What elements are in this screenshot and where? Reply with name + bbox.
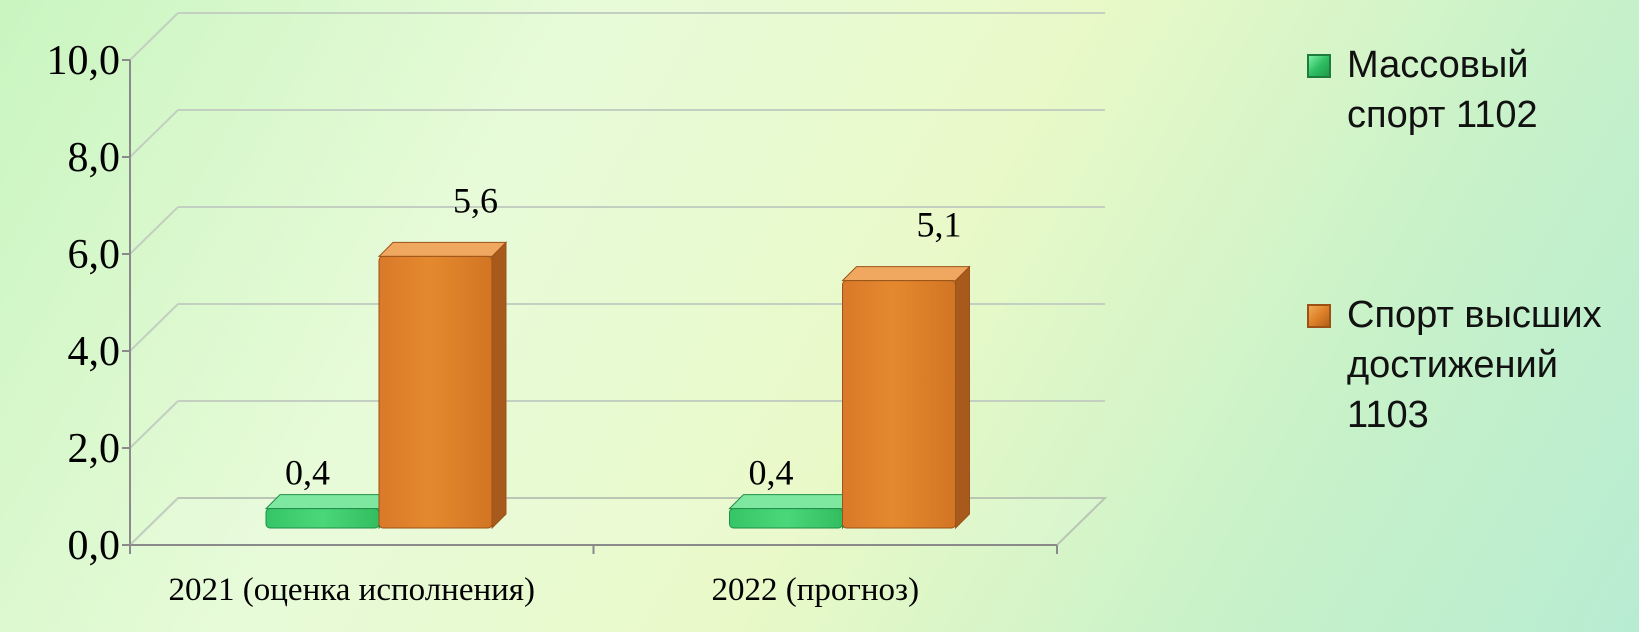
legend-label-line: 1103 (1347, 394, 1429, 436)
legend-item-mass-sport: Массовый спорт 1102 (1305, 40, 1635, 140)
gridline-side (129, 109, 179, 158)
data-label: 5,6 (453, 180, 498, 220)
data-label: 5,1 (917, 205, 962, 245)
data-label: 0,4 (285, 453, 330, 493)
bar-top (264, 494, 395, 510)
bar-top (377, 241, 508, 257)
gridline-side (129, 303, 179, 352)
bar-top (728, 494, 858, 510)
legend-label-line: Спорт высших (1347, 294, 1602, 336)
legend-swatch-orange (1307, 304, 1331, 328)
legend-label-line: спорт 1102 (1347, 94, 1538, 136)
bars (264, 241, 971, 530)
y-tick-label: 0,0 (68, 523, 121, 569)
y-tick-label: 10,0 (47, 38, 121, 84)
gridline-side (129, 12, 179, 61)
y-tick-label: 6,0 (68, 232, 121, 278)
x-tick-label: 2022 (прогноз) (711, 572, 919, 608)
gridline-side (129, 400, 179, 449)
bar (842, 280, 956, 529)
bar-top (841, 266, 971, 282)
bar (265, 508, 380, 529)
legend-item-high-performance-sport: Спорт высших достижений 1103 (1305, 290, 1635, 440)
legend-swatch-green (1307, 54, 1331, 78)
legend-label-line: Массовый (1347, 44, 1529, 86)
axes (122, 59, 1058, 554)
bar (378, 255, 493, 529)
x-tick-label: 2021 (оценка исполнения) (169, 572, 535, 608)
y-tick-label: 4,0 (68, 329, 121, 375)
labels: 0,0 2,0 4,0 6,0 8,0 10,0 2021 (оценка исполнен… (47, 38, 962, 608)
gridline-side (129, 497, 179, 546)
bar (729, 508, 843, 529)
bar-side (955, 265, 970, 530)
y-tick-label: 2,0 (68, 426, 121, 472)
legend-label-line: достижений (1347, 344, 1558, 386)
data-label: 0,4 (749, 453, 794, 493)
gridline-side (129, 206, 179, 255)
y-tick-label: 8,0 (68, 135, 121, 181)
bar-side (491, 241, 507, 530)
